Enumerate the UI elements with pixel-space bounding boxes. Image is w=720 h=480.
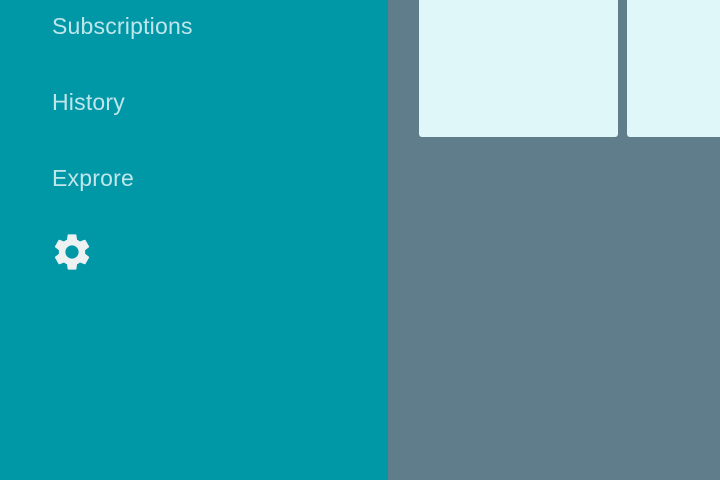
nav-drawer: Subscriptions History Exprore	[0, 0, 388, 480]
content-card[interactable]	[627, 0, 720, 137]
nav-item-history[interactable]: History	[52, 89, 125, 115]
gear-icon	[54, 234, 90, 270]
settings-button[interactable]	[50, 230, 94, 274]
nav-item-explore[interactable]: Exprore	[52, 165, 134, 191]
content-area	[388, 0, 720, 480]
nav-item-subscriptions[interactable]: Subscriptions	[52, 13, 193, 39]
content-card[interactable]	[419, 0, 618, 137]
